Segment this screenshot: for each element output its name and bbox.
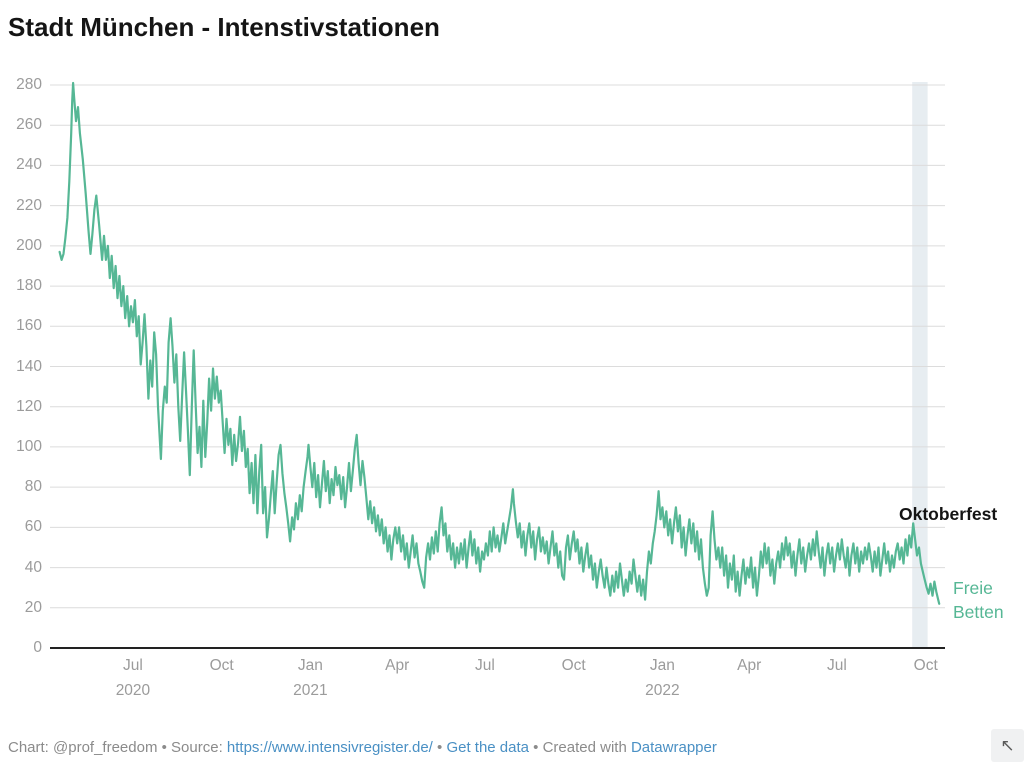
y-tick-label: 80 <box>24 478 42 496</box>
x-tick-label: Apr <box>385 657 410 674</box>
x-tick-year-label: 2022 <box>645 682 680 699</box>
x-tick-label: Apr <box>737 657 762 674</box>
y-tick-label: 280 <box>16 76 42 93</box>
footer-separator-1: • <box>432 739 447 756</box>
y-tick-label: 260 <box>16 116 42 134</box>
y-tick-label: 60 <box>24 518 42 536</box>
source-link[interactable]: https://www.intensivregister.de/ <box>226 739 433 756</box>
y-tick-label: 0 <box>33 639 42 656</box>
x-tick-label: Oct <box>913 657 938 674</box>
y-tick-label: 140 <box>16 357 42 375</box>
x-tick-label: Oct <box>209 657 234 674</box>
y-tick-label: 20 <box>24 598 42 616</box>
y-tick-label: 120 <box>16 397 42 415</box>
footer-byline: Chart: @prof_freedom • Source: https://w… <box>8 739 717 756</box>
x-tick-label: Jan <box>297 657 323 674</box>
expand-button[interactable]: ↖ <box>991 729 1024 762</box>
footer-prefix: Chart: @prof_freedom • Source: <box>8 739 227 756</box>
oktoberfest-highlight-band <box>912 82 928 648</box>
footer-separator-2: • Created with <box>529 739 631 756</box>
y-tick-label: 180 <box>16 277 42 295</box>
x-tick-year-label: 2020 <box>115 682 151 699</box>
y-tick-label: 200 <box>16 236 42 254</box>
x-tick-label: Jul <box>475 657 495 674</box>
x-tick-label: Jul <box>123 657 143 674</box>
series-label-freie-betten: Freie Betten <box>953 578 1004 622</box>
y-tick-label: 40 <box>24 558 42 576</box>
freie-betten-line <box>58 81 941 605</box>
y-tick-label: 240 <box>16 156 42 174</box>
x-tick-year-label: 2021 <box>293 682 328 699</box>
y-tick-label: 160 <box>16 317 42 335</box>
x-tick-label: Oct <box>561 657 586 674</box>
y-tick-label: 220 <box>16 196 42 214</box>
annotation-oktoberfest: Oktoberfest <box>899 504 998 524</box>
x-tick-label: Jul <box>827 657 847 674</box>
datawrapper-link[interactable]: Datawrapper <box>630 739 717 756</box>
get-data-link[interactable]: Get the data <box>446 739 529 756</box>
y-tick-label: 100 <box>16 437 42 455</box>
x-tick-label: Jan <box>649 657 675 674</box>
expand-arrow-icon: ↖ <box>1000 735 1015 755</box>
chart-title: Stadt München - Intenstivstationen <box>8 12 440 42</box>
